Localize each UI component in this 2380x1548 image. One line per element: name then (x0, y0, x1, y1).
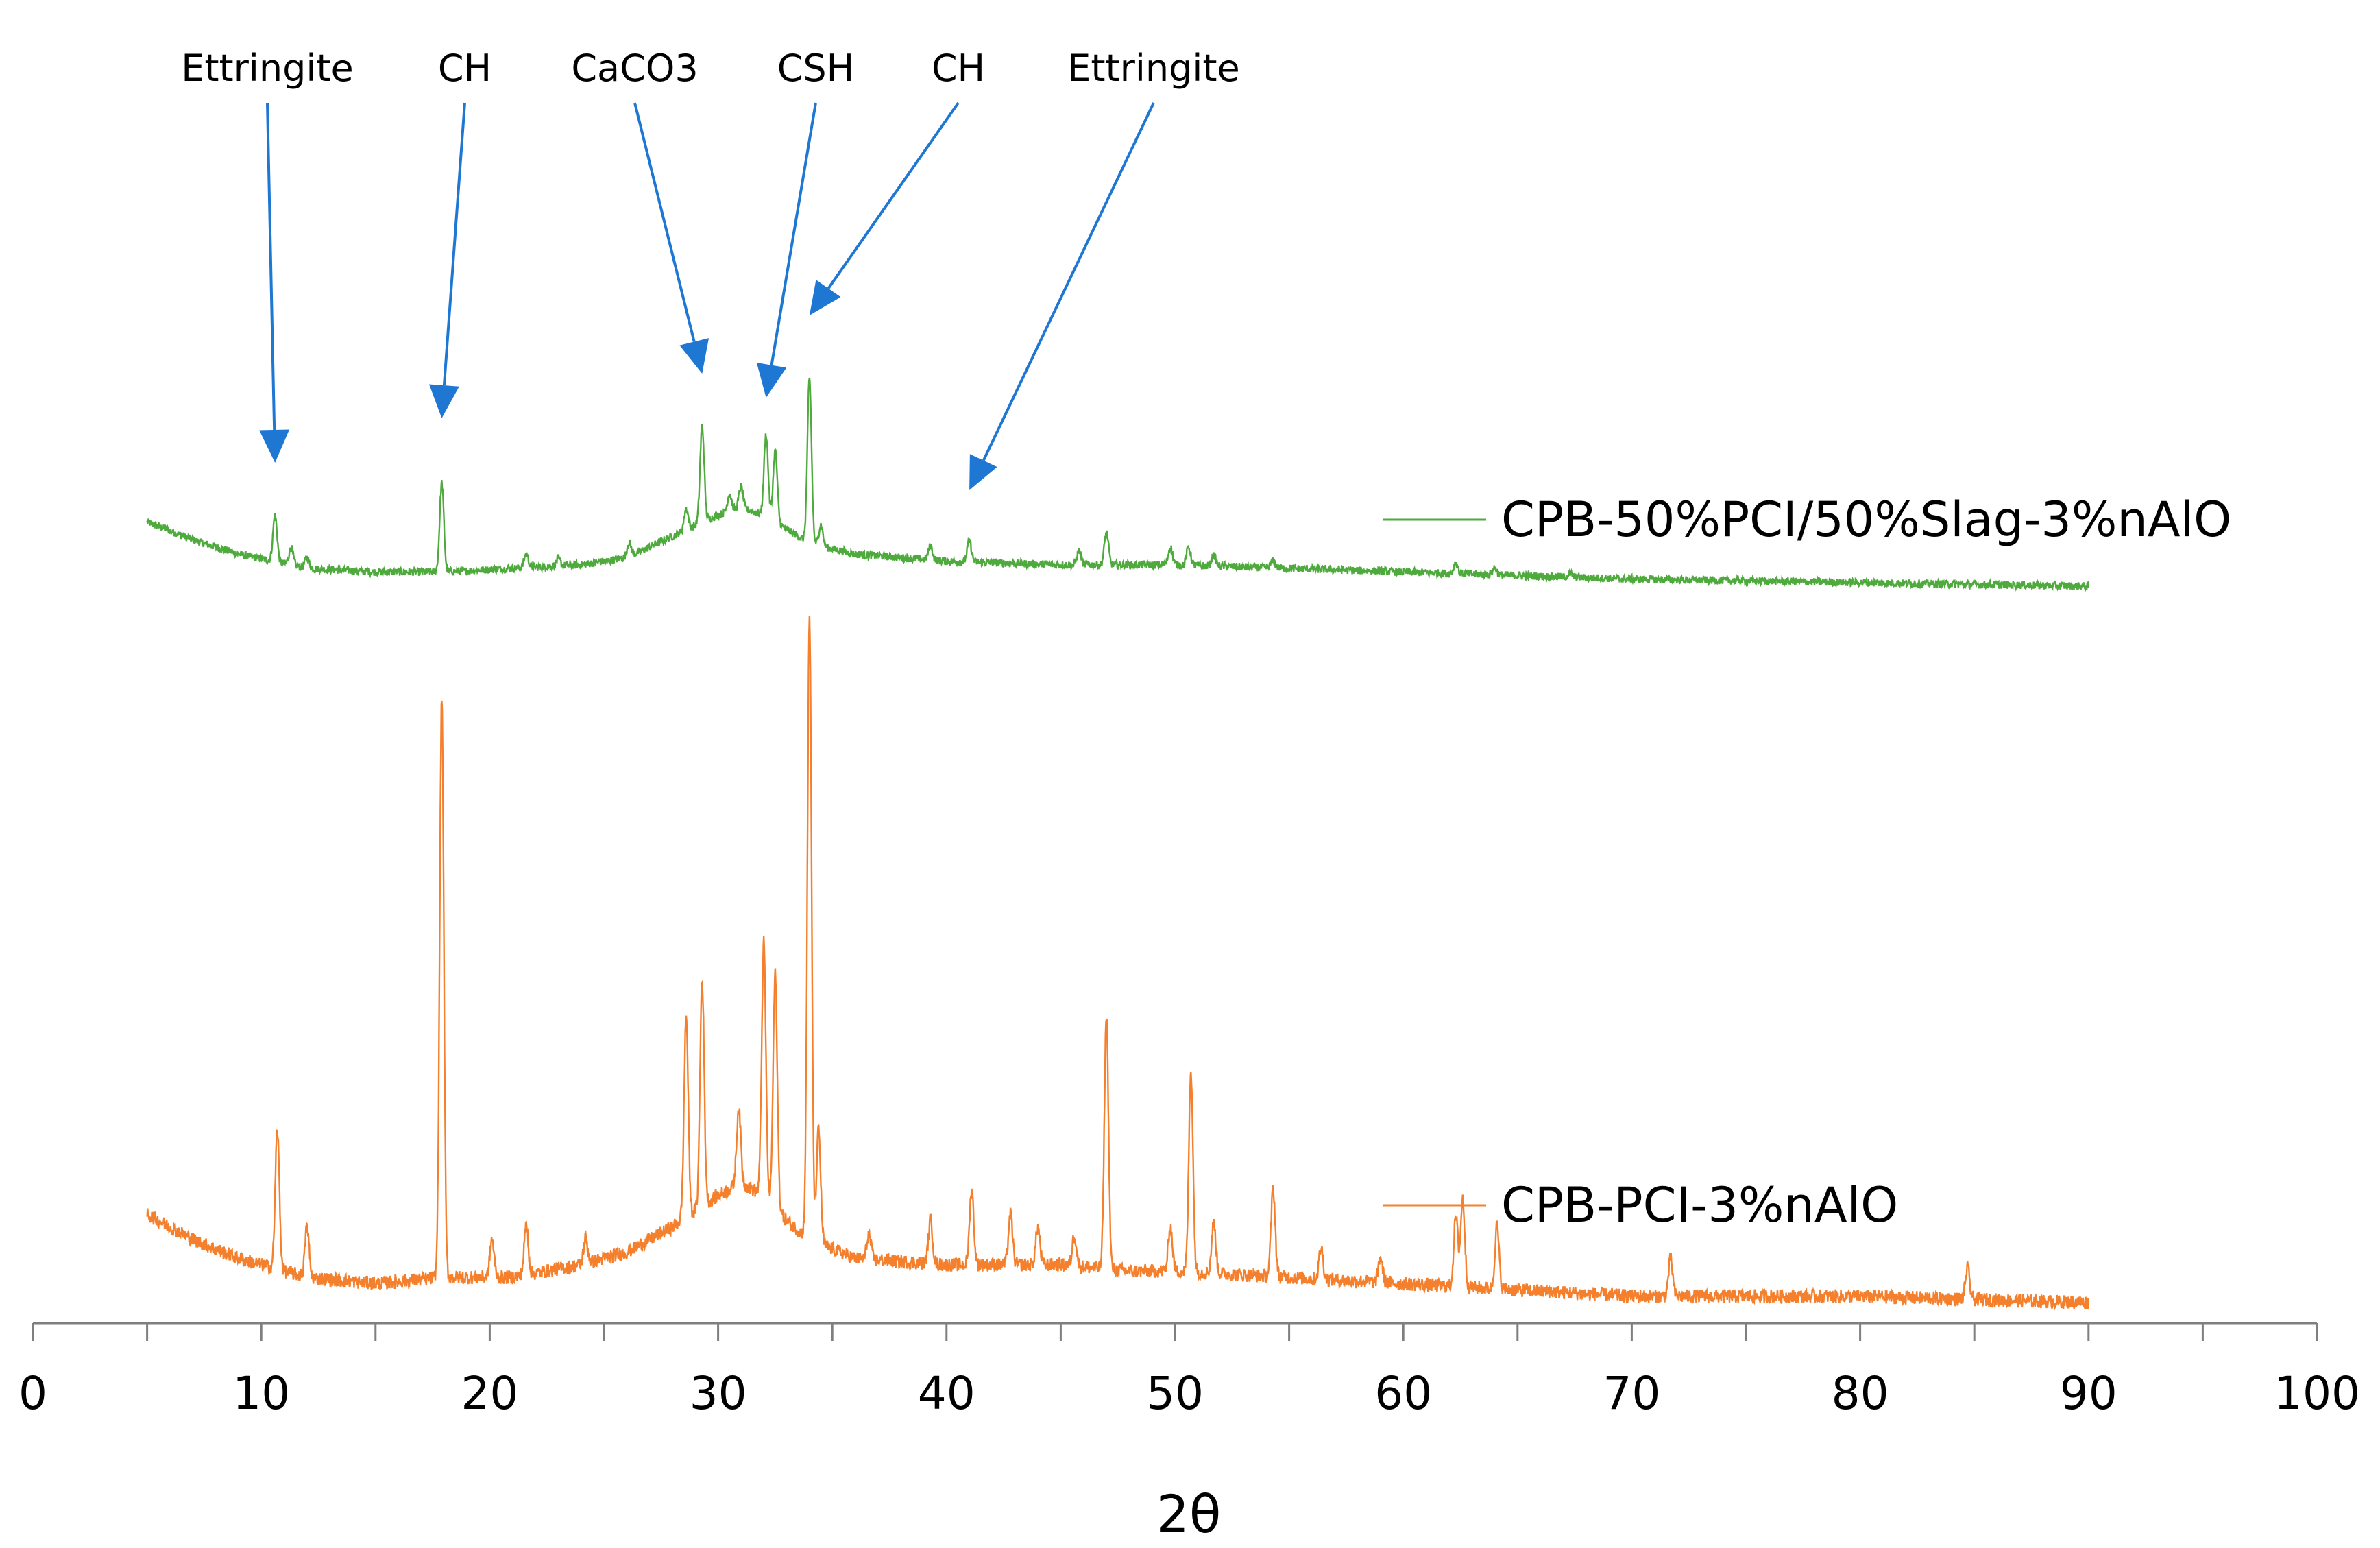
annotation-label: Ettringite (1067, 47, 1240, 90)
series-layer (146, 377, 2089, 1311)
x-tick-label: 30 (690, 1367, 747, 1420)
x-tick-label: 0 (19, 1367, 47, 1420)
series-line-orange (146, 615, 2089, 1311)
x-tick-label: 90 (2060, 1367, 2117, 1420)
annotation-arrow-head (809, 280, 841, 315)
annotation-arrow-shaft (266, 102, 276, 431)
annotation-arrow-head (679, 338, 709, 374)
annotations: Ettringite CH CaCO3 CSH CH Ettringite (181, 47, 1240, 490)
x-tick-label: 70 (1603, 1367, 1660, 1420)
series-line-green (146, 377, 2089, 592)
x-tick-label: 50 (1146, 1367, 1204, 1420)
x-tick-label: 60 (1374, 1367, 1432, 1420)
x-tick-label: 20 (461, 1367, 518, 1420)
annotation-arrow-shaft (770, 102, 817, 365)
annotation-arrow-shaft (442, 102, 466, 386)
annotation-arrow-head (756, 363, 787, 398)
annotation-label: CH (932, 47, 985, 90)
annotation-label: CH (438, 47, 491, 90)
x-tick-label: 40 (918, 1367, 975, 1420)
legend-label: CPB-PCI-3%nAlO (1501, 1177, 1898, 1233)
annotation-arrow-shaft (982, 102, 1155, 461)
annotation-arrow-head (969, 454, 997, 490)
annotation-label: Ettringite (181, 47, 354, 90)
annotation-arrow-shaft (633, 102, 696, 342)
annotation-label: CSH (777, 47, 855, 90)
legend-label: CPB-50%PCI/50%Slag-3%nAlO (1501, 492, 2231, 548)
annotation-arrow-head (428, 384, 459, 418)
x-tick-label: 80 (1832, 1367, 1889, 1420)
legend: CPB-50%PCI/50%Slag-3%nAlO CPB-PCI-3%nAlO (1383, 492, 2231, 1233)
annotation-arrow-head (259, 429, 290, 463)
annotation-arrow-shaft (827, 101, 960, 289)
annotation-label: CaCO3 (571, 47, 698, 90)
x-tick-label: 10 (232, 1367, 290, 1420)
x-axis: 0 10 20 30 40 50 60 70 80 90 100 (19, 1322, 2360, 1420)
x-tick-label: 100 (2274, 1367, 2360, 1420)
x-axis-title: 2θ (1156, 1484, 1222, 1545)
